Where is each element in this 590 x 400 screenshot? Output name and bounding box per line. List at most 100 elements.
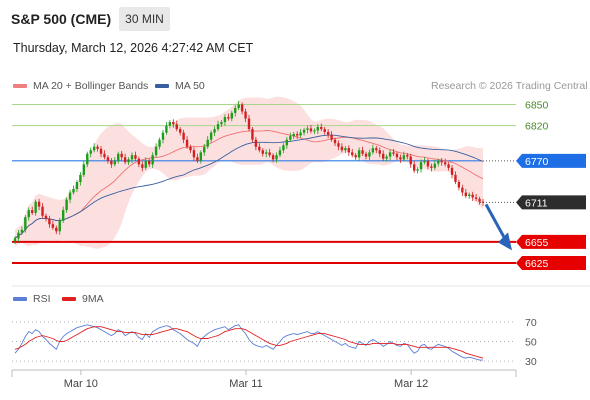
candle-body [399, 157, 402, 160]
candle-body [31, 210, 34, 213]
candle-body [302, 129, 306, 133]
candle-body [113, 160, 116, 165]
candle-body [254, 139, 258, 147]
candle-body [230, 112, 233, 119]
candle-body [41, 206, 44, 216]
candle-body [134, 155, 137, 159]
candle-body [185, 139, 189, 147]
legend-ma20-label: MA 20 + Bollinger Bands [33, 80, 149, 92]
candle-body [461, 187, 464, 193]
candle-body [20, 229, 24, 233]
legend-ma50: MA 50 [155, 80, 205, 92]
x-tick-label: Mar 11 [229, 378, 262, 390]
candle-body [454, 174, 457, 182]
candle-body [192, 150, 196, 158]
candle-body [285, 139, 289, 146]
candle-body [165, 125, 168, 133]
rsi-ma9-line [14, 326, 484, 359]
level-label-6770: 6770 [525, 156, 549, 168]
legend-ma20-bollinger: MA 20 + Bollinger Bands [13, 80, 148, 92]
candle-body [433, 163, 437, 168]
candle-body [320, 127, 323, 130]
candle-body [213, 129, 216, 133]
candle-body [265, 152, 268, 154]
candle-body [347, 148, 350, 153]
candle-body [27, 210, 30, 218]
candle-body [86, 153, 89, 165]
instrument-title: S&P 500 (CME) [11, 11, 112, 27]
legend-9ma: 9MA [62, 293, 104, 305]
candle-body [357, 150, 361, 158]
candle-body [123, 157, 127, 163]
candle-body [385, 156, 388, 159]
candle-body [292, 134, 295, 137]
candle-body [75, 181, 79, 189]
candle-body [151, 155, 154, 165]
candle-body [423, 160, 426, 163]
candle-body [419, 162, 423, 170]
legend-9ma-swatch [62, 297, 76, 302]
candle-body [354, 155, 357, 158]
level-label-6820: 6820 [525, 121, 549, 133]
candle-body [275, 155, 278, 160]
legend-9ma-label: 9MA [82, 293, 104, 305]
candle-body [96, 146, 99, 149]
rsi-level-label-70: 70 [525, 317, 537, 329]
candle-body [175, 124, 178, 130]
candle-body [344, 148, 347, 151]
candle-body [271, 155, 275, 160]
candle-body [402, 155, 406, 160]
candle-body [412, 164, 416, 171]
candle-body [110, 160, 113, 165]
candle-body [330, 134, 333, 140]
candle-body [309, 128, 313, 132]
candle-body [237, 104, 240, 108]
candle-body [468, 194, 471, 197]
level-label-6850: 6850 [525, 99, 549, 111]
rsi-level-label-30: 30 [525, 356, 537, 368]
candle-body [382, 153, 385, 159]
candle-body [79, 174, 82, 182]
candle-body [189, 146, 192, 151]
candle-body [375, 148, 378, 151]
candle-body [337, 143, 340, 147]
candle-body [333, 139, 337, 144]
candle-body [17, 232, 20, 239]
level-label-6625: 6625 [525, 258, 549, 270]
candle-body [106, 157, 110, 161]
candle-body [55, 227, 58, 232]
candle-body [199, 152, 203, 161]
candle-body [51, 224, 55, 228]
candle-body [313, 130, 316, 132]
candle-body [447, 164, 450, 168]
candle-body [234, 107, 237, 113]
candle-body [471, 194, 474, 198]
chart-header: S&P 500 (CME) 30 MIN [0, 0, 590, 38]
candle-body [299, 132, 302, 136]
candle-body [13, 238, 17, 242]
candle-body [261, 150, 264, 154]
candle-body [223, 117, 227, 123]
ma50-line [14, 134, 484, 239]
candle-body [247, 118, 251, 130]
candle-body [295, 134, 299, 136]
level-tag-6655 [516, 234, 586, 249]
x-tick-label: Mar 10 [64, 378, 98, 390]
candle-body [368, 152, 371, 157]
legend-ma50-label: MA 50 [175, 80, 205, 92]
candle-body [227, 117, 230, 119]
candle-body [426, 160, 430, 167]
candle-body [82, 164, 86, 175]
legend-rsi-label: RSI [33, 293, 51, 305]
interval-selector[interactable]: 30 MIN [119, 7, 170, 31]
candle-body [117, 153, 120, 161]
candle-body [416, 169, 419, 171]
candle-body [34, 201, 37, 213]
candle-body [65, 199, 68, 211]
candle-body [340, 146, 344, 151]
candle-body [474, 197, 478, 199]
candle-body [206, 139, 209, 147]
candle-body [130, 155, 134, 160]
candle-body [430, 166, 433, 168]
